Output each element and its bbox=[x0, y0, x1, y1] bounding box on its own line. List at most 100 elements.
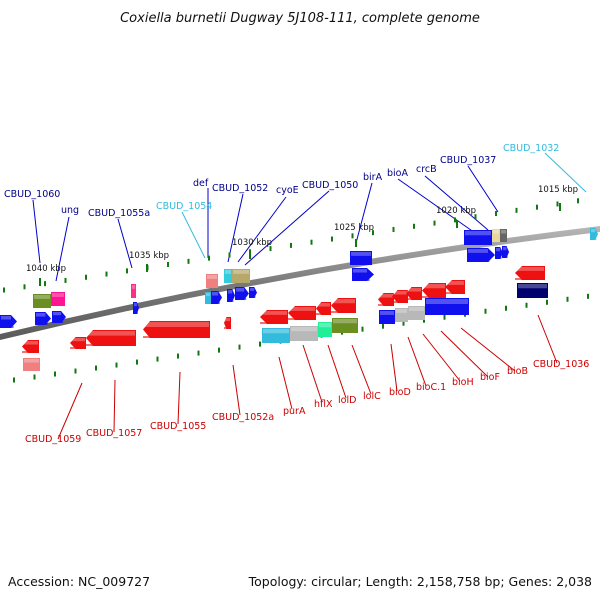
leader-line bbox=[424, 175, 489, 231]
gene-CBUD_1054-block-shadow bbox=[205, 302, 210, 304]
map-title: Coxiella burnetii Dugway 5J108-111, comp… bbox=[120, 11, 480, 26]
leader-line bbox=[397, 178, 479, 236]
gene-CBUD_1050-arrow-shadow bbox=[249, 296, 256, 298]
gene-label-CBUD_1060[interactable]: CBUD_1060 bbox=[4, 189, 60, 200]
genome-summary-text: Topology: circular; Length: 2,158,758 bp… bbox=[248, 574, 592, 589]
gene-crcB-arrow bbox=[495, 247, 503, 259]
scale-tick bbox=[566, 296, 569, 302]
gene-CBUD_1060-block-shadow bbox=[33, 306, 48, 308]
gene-CBUD_1037-arrow-shape bbox=[502, 246, 509, 258]
gene-cyoE-block bbox=[232, 269, 250, 283]
gene-label-bioB[interactable]: bioB bbox=[507, 366, 528, 377]
gene-birA-block-shape bbox=[350, 251, 372, 265]
gene-lolC-arrow-shape bbox=[331, 298, 356, 313]
gene-label-bioA[interactable]: bioA bbox=[387, 168, 408, 179]
gene-CBUD_1036-block-highlight bbox=[518, 284, 547, 289]
gene-hflX-block-shadow bbox=[290, 339, 313, 341]
gene-CBUD_1052-block bbox=[224, 269, 232, 283]
gene-label-bioH[interactable]: bioH bbox=[452, 377, 474, 388]
gene-label-CBUD_1032[interactable]: CBUD_1032 bbox=[503, 143, 559, 154]
scale-tick bbox=[310, 239, 313, 245]
gene-label-bioC-1[interactable]: bioC.1 bbox=[416, 382, 446, 393]
gene-bioD-block bbox=[379, 310, 395, 324]
gene-label-bioD[interactable]: bioD bbox=[389, 387, 411, 398]
scale-tick bbox=[587, 293, 589, 299]
scale-tick bbox=[238, 344, 241, 350]
gene-CBUD_1037-block-highlight bbox=[501, 230, 506, 234]
gene-label-ung[interactable]: ung bbox=[61, 205, 79, 216]
gene-CBUD_1032-arrow-shape bbox=[590, 228, 598, 240]
gene-label-CBUD_1037[interactable]: CBUD_1037 bbox=[440, 155, 496, 166]
gene-label-CBUD_1052[interactable]: CBUD_1052 bbox=[212, 183, 268, 194]
gene-purA-block-highlight bbox=[263, 329, 289, 334]
scale-tick bbox=[136, 359, 138, 365]
gene-label-hflX[interactable]: hflX bbox=[314, 399, 333, 410]
gene-label-CBUD_1057[interactable]: CBUD_1057 bbox=[86, 428, 142, 439]
scale-tick-major bbox=[39, 278, 41, 286]
gene-label-purA[interactable]: purA bbox=[283, 406, 306, 417]
gene-birA-block-shadow bbox=[350, 263, 368, 265]
gene-label-birA[interactable]: birA bbox=[363, 172, 383, 183]
gene-label-CBUD_1052a[interactable]: CBUD_1052a bbox=[212, 412, 274, 423]
gene-CBUD_1055a-arrow-highlight bbox=[134, 303, 137, 307]
gene-CBUD_1057-arrow bbox=[86, 330, 136, 346]
gene-CBUD_1057a-arrow-shape bbox=[70, 337, 86, 349]
gene-ung-block bbox=[51, 292, 65, 306]
gene-CBUD_1054-block-highlight bbox=[206, 293, 210, 297]
gene-bioF-block bbox=[425, 298, 469, 315]
gene-CBUD_1060-arrow-shadow bbox=[35, 323, 48, 325]
scale-tick bbox=[187, 258, 190, 264]
scale-tick bbox=[3, 287, 5, 293]
gene-bioF-block-shape bbox=[425, 298, 469, 315]
scale-tick bbox=[331, 236, 333, 242]
gene-label-CBUD_1059[interactable]: CBUD_1059 bbox=[25, 434, 81, 445]
gene-label-crcB[interactable]: crcB bbox=[416, 164, 437, 175]
gene-lolD-block-highlight bbox=[319, 323, 331, 328]
gene-bioF-arrow-highlight bbox=[423, 284, 445, 289]
scale-tick bbox=[495, 211, 497, 217]
gene-CBUD_1057-arrow-highlight bbox=[87, 331, 135, 336]
gene-label-bioF[interactable]: bioF bbox=[480, 372, 500, 383]
gene-purA-block-shape bbox=[262, 328, 290, 343]
scale-tick bbox=[515, 207, 518, 213]
gene-bioH-block bbox=[408, 306, 425, 320]
gene-bioA-arrow-shape bbox=[467, 248, 495, 262]
leader-line bbox=[302, 344, 323, 403]
gene-hflX-arrow-shape bbox=[288, 306, 316, 320]
gene-label-lolD[interactable]: lolD bbox=[338, 395, 356, 406]
gene-CBUD_1052a-arrow-shape bbox=[224, 317, 231, 329]
gene-CBUD_1052a-arrow bbox=[224, 317, 231, 329]
gene-label-CBUD_1054[interactable]: CBUD_1054 bbox=[156, 201, 212, 212]
gene-ung-arrow bbox=[52, 311, 66, 323]
gene-label-def[interactable]: def bbox=[193, 178, 209, 189]
scale-tick bbox=[351, 233, 354, 239]
gene-label-CBUD_1036[interactable]: CBUD_1036 bbox=[533, 359, 589, 370]
gene-hflX-arrow bbox=[288, 306, 316, 320]
gene-CBUD_1037-arrow-highlight bbox=[503, 247, 507, 251]
gene-lolD-arrow-highlight bbox=[317, 303, 330, 307]
gene-label-cyoE[interactable]: cyoE bbox=[276, 185, 299, 196]
gene-CBUD_1055a-arrow-shadow bbox=[133, 312, 138, 314]
gene-label-CBUD_1050[interactable]: CBUD_1050 bbox=[302, 180, 358, 191]
gene-CBUD_1032-arrow bbox=[590, 228, 598, 240]
scale-tick bbox=[546, 299, 548, 305]
gene-CBUD_1057-arrow-shadow bbox=[86, 344, 126, 346]
gene-crcB-block-highlight bbox=[493, 230, 499, 234]
gene-label-lolC[interactable]: lolC bbox=[363, 391, 381, 402]
gene-CBUD_1057a-arrow bbox=[70, 337, 86, 349]
gene-CBUD_1060-arrow bbox=[35, 312, 51, 325]
gene-CBUD_1055a-block-shadow bbox=[131, 296, 135, 298]
kbp-label-1020: 1020 kbp bbox=[436, 206, 476, 216]
gene-label-CBUD_1055[interactable]: CBUD_1055 bbox=[150, 421, 206, 432]
scale-tick bbox=[536, 204, 538, 210]
gene-label-CBUD_1055a[interactable]: CBUD_1055a bbox=[88, 208, 150, 219]
gene-CBUD_1059-block bbox=[23, 358, 40, 371]
scale-tick bbox=[208, 255, 210, 261]
gene-CBUD_1059-block-shadow bbox=[23, 369, 37, 371]
gene-def-arrow bbox=[211, 291, 222, 304]
leader-line bbox=[237, 196, 287, 263]
scale-tick bbox=[433, 220, 436, 226]
scale-tick-major bbox=[355, 239, 357, 247]
gene-CBUD_1037-arrow-shadow bbox=[502, 256, 508, 258]
gene-bioD-arrow-shape bbox=[378, 293, 394, 306]
